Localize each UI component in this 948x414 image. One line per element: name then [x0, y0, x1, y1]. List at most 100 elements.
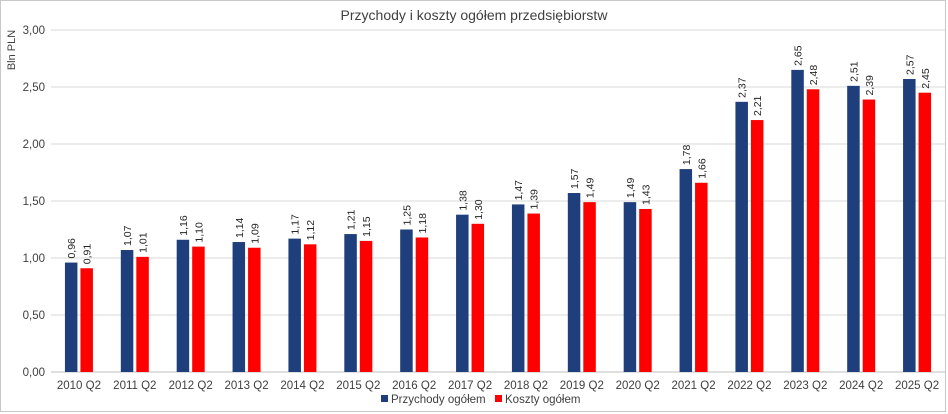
bar-koszty: [583, 202, 596, 372]
data-label: 2,57: [904, 54, 916, 75]
bar-koszty: [639, 208, 652, 372]
bar-koszty: [303, 244, 317, 372]
data-label: 1,66: [696, 158, 708, 179]
bar-koszty: [527, 213, 540, 372]
x-tick-label: 2011 Q2: [113, 380, 156, 392]
x-axis-ticks: 2010 Q2 2011 Q2 2012 Q2 2013 Q2 2014 Q2 2015 …: [57, 380, 939, 392]
legend-item-przychody: Przychody ogółem: [391, 394, 486, 406]
x-tick-label: 2017 Q2: [448, 380, 492, 392]
y-tick-label: 0,50: [23, 310, 45, 322]
bar-przychody: [288, 238, 301, 372]
bar-koszty: [471, 223, 485, 372]
x-tick-label: 2023 Q2: [783, 380, 827, 392]
y-tick-label: 1,00: [23, 253, 45, 265]
data-label: 2,45: [920, 68, 932, 89]
bar-koszty: [806, 89, 820, 372]
bar-przychody: [456, 214, 469, 372]
data-label: 1,78: [681, 144, 693, 165]
y-tick-label: 1,50: [23, 196, 45, 208]
data-label: 1,21: [346, 209, 358, 230]
bar-przychody: [847, 85, 860, 373]
x-tick-label: 2016 Q2: [392, 380, 436, 392]
bar-przychody: [791, 69, 804, 373]
legend-swatch: [495, 395, 502, 402]
x-tick-label: 2020 Q2: [616, 380, 660, 392]
bar-przychody: [679, 169, 693, 372]
chart-title: Przychody i koszty ogółem przedsiębiorst…: [341, 7, 609, 23]
data-label: 1,17: [290, 214, 302, 235]
y-axis-label: Bln PLN: [6, 30, 18, 70]
data-label: 1,09: [249, 223, 261, 244]
data-label: 1,07: [122, 225, 134, 246]
x-tick-label: 2010 Q2: [57, 380, 101, 392]
data-label: 1,16: [178, 215, 190, 236]
bar-przychody: [735, 101, 748, 372]
bar-koszty: [136, 256, 149, 372]
data-label: 0,91: [82, 244, 94, 265]
bar-przychody: [400, 229, 413, 372]
data-label: 2,37: [737, 77, 749, 98]
y-tick-label: 2,00: [23, 139, 45, 151]
legend-swatch: [381, 395, 388, 402]
bar-przychody: [567, 193, 581, 372]
bar-koszty: [415, 237, 429, 372]
data-label: 1,38: [457, 190, 469, 211]
data-label: 1,18: [417, 213, 429, 234]
x-tick-label: 2014 Q2: [280, 380, 324, 392]
data-label: 0,96: [66, 238, 78, 259]
x-tick-label: 2022 Q2: [727, 380, 771, 392]
legend: Przychody ogółem Koszty ogółem: [381, 394, 580, 406]
data-label: 1,43: [640, 184, 652, 205]
bar-przychody: [64, 262, 78, 372]
data-label: 1,39: [529, 189, 541, 210]
bar-przychody: [511, 204, 525, 372]
data-label: 1,47: [513, 180, 525, 201]
data-label: 1,14: [234, 217, 246, 238]
data-label: 2,48: [808, 65, 820, 86]
legend-item-koszty: Koszty ogółem: [505, 394, 580, 406]
x-tick-label: 2021 Q2: [672, 380, 716, 392]
bar-koszty: [192, 246, 205, 372]
bars: [64, 69, 932, 373]
bar-koszty: [80, 268, 93, 372]
y-tick-label: 3,00: [23, 25, 45, 37]
bar-koszty: [695, 182, 708, 372]
bar-przychody: [176, 239, 190, 372]
y-tick-label: 0,00: [23, 367, 45, 379]
data-label: 1,30: [473, 199, 485, 220]
data-labels: 0,96 0,91 1,07 1,01 1,16 1,10 1,14 1,09 1,17 1,12…: [66, 45, 932, 264]
bar-koszty: [862, 99, 876, 372]
x-tick-label: 2013 Q2: [225, 380, 269, 392]
data-label: 1,01: [138, 232, 150, 253]
data-label: 2,65: [793, 45, 805, 66]
data-label: 2,39: [864, 75, 876, 96]
data-label: 1,49: [585, 178, 597, 199]
data-label: 2,21: [752, 95, 764, 116]
bar-koszty: [918, 92, 932, 372]
y-tick-label: 2,50: [23, 82, 45, 94]
bar-przychody: [344, 234, 357, 372]
data-label: 2,51: [848, 61, 860, 82]
x-tick-label: 2015 Q2: [336, 380, 380, 392]
x-tick-label: 2012 Q2: [169, 380, 213, 392]
data-label: 1,15: [361, 216, 373, 237]
bar-przychody: [903, 79, 916, 373]
data-label: 1,25: [401, 205, 413, 226]
data-label: 1,49: [625, 178, 637, 199]
bar-koszty: [750, 120, 764, 372]
data-label: 1,10: [193, 222, 205, 243]
x-tick-label: 2019 Q2: [560, 380, 604, 392]
x-tick-label: 2018 Q2: [504, 380, 548, 392]
bar-przychody: [232, 242, 246, 372]
bar-przychody: [120, 250, 134, 372]
y-axis-ticks: 0,00 0,50 1,00 1,50 2,00 2,50 3,00: [23, 25, 45, 379]
x-tick-label: 2024 Q2: [839, 380, 883, 392]
bar-koszty: [359, 240, 373, 372]
bar-przychody: [623, 202, 637, 372]
x-tick-label: 2025 Q2: [895, 380, 939, 392]
bar-koszty: [248, 247, 261, 372]
data-label: 1,57: [569, 168, 581, 189]
data-label: 1,12: [305, 220, 317, 241]
